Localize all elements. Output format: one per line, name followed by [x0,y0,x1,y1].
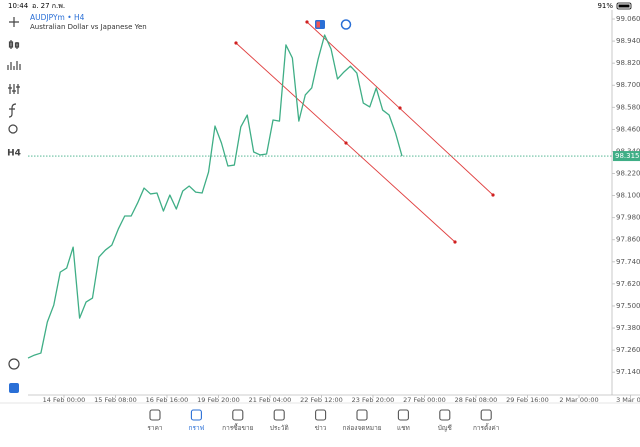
x-tick-label: 29 Feb 16:00 [506,396,549,404]
status-battery: 91% [597,2,613,10]
symbol-description: Australian Dollar vs Japanese Yen [30,23,147,31]
x-tick-label: 16 Feb 16:00 [146,396,189,404]
sell-part [316,21,320,28]
function-tool[interactable] [8,103,17,118]
status-date: อ. 27 ก.พ. [32,2,65,10]
battery-level [618,4,630,8]
trend-point[interactable] [453,240,457,244]
x-tick-label: 19 Feb 20:00 [197,396,240,404]
tab-icon[interactable] [149,409,161,421]
timeframe[interactable]: H4 [7,149,21,159]
tab-label[interactable]: ราคา [147,424,162,432]
x-tick-label: 22 Feb 12:00 [300,396,343,404]
tab-label[interactable]: การตั้งค่า [473,423,500,432]
settings-tool[interactable] [8,84,20,94]
tab-icon[interactable] [273,409,285,421]
tab-icon[interactable] [315,409,327,421]
y-tick-label: 98.220 [616,170,640,178]
x-tick-label: 14 Feb 00:00 [43,396,86,404]
price-line [27,34,403,359]
objects-tool[interactable] [8,124,18,134]
x-tick-label: 15 Feb 08:00 [94,396,137,404]
tab-label[interactable]: กราฟ [189,424,205,432]
trend-point[interactable] [234,41,238,45]
tab-icon[interactable] [397,409,409,421]
y-tick-label: 97.380 [616,324,640,332]
y-tick-label: 97.260 [616,346,640,354]
x-tick-label: 3 Mar 08 [616,396,640,404]
y-tick-label: 97.500 [616,302,640,310]
x-tick-label: 2 Mar 00:00 [559,396,598,404]
speed-icon[interactable] [8,358,20,370]
tab-icon[interactable] [356,409,368,421]
x-tick-label: 27 Feb 00:00 [403,396,446,404]
y-tick-label: 98.940 [616,37,640,45]
y-tick-label: 98.700 [616,81,640,89]
trend-point[interactable] [491,193,495,197]
trend-point[interactable] [305,20,309,24]
x-tick-label: 21 Feb 04:00 [249,396,292,404]
crosshair-tool[interactable] [9,17,19,27]
tab-label[interactable]: กล่องจดหมาย [342,424,381,432]
trend-point[interactable] [344,141,348,145]
y-tick-label: 98.460 [616,125,640,133]
tab-label[interactable]: บัญชี [438,424,453,432]
y-tick-label: 98.100 [616,192,640,200]
tab-label[interactable]: ประวัติ [270,424,289,432]
tab-label[interactable]: การซื้อขาย [222,423,253,432]
chart-type-tool[interactable] [8,40,20,49]
symbol-name: AUDJPYm • H4 [30,13,85,22]
tab-icon[interactable] [480,409,492,421]
trend-point[interactable] [398,106,402,110]
status-time: 10:44 [8,2,29,10]
y-tick-label: 97.140 [616,368,640,376]
y-tick-label: 98.820 [616,59,640,67]
tab-icon[interactable] [190,409,202,421]
tab-icon[interactable] [439,409,451,421]
y-tick-label: 98.580 [616,103,640,111]
x-tick-label: 23 Feb 20:00 [352,396,395,404]
tab-label[interactable]: แชท [397,424,410,432]
y-tick-label: 99.060 [616,15,640,23]
current-price-box [613,151,640,162]
y-tick-label: 97.740 [616,258,640,266]
tab-label[interactable]: ข่าว [315,424,327,432]
y-tick-label: 97.980 [616,214,640,222]
battery-icon [616,2,632,10]
y-tick-label: 97.860 [616,236,640,244]
app-icon[interactable] [9,383,19,393]
indicator-tool[interactable] [7,61,21,70]
y-tick-label: 97.620 [616,280,640,288]
x-tick-label: 28 Feb 08:00 [455,396,498,404]
tab-icon[interactable] [232,409,244,421]
one-click-button[interactable] [340,19,352,30]
current-price-label: 98.315 [615,152,640,160]
